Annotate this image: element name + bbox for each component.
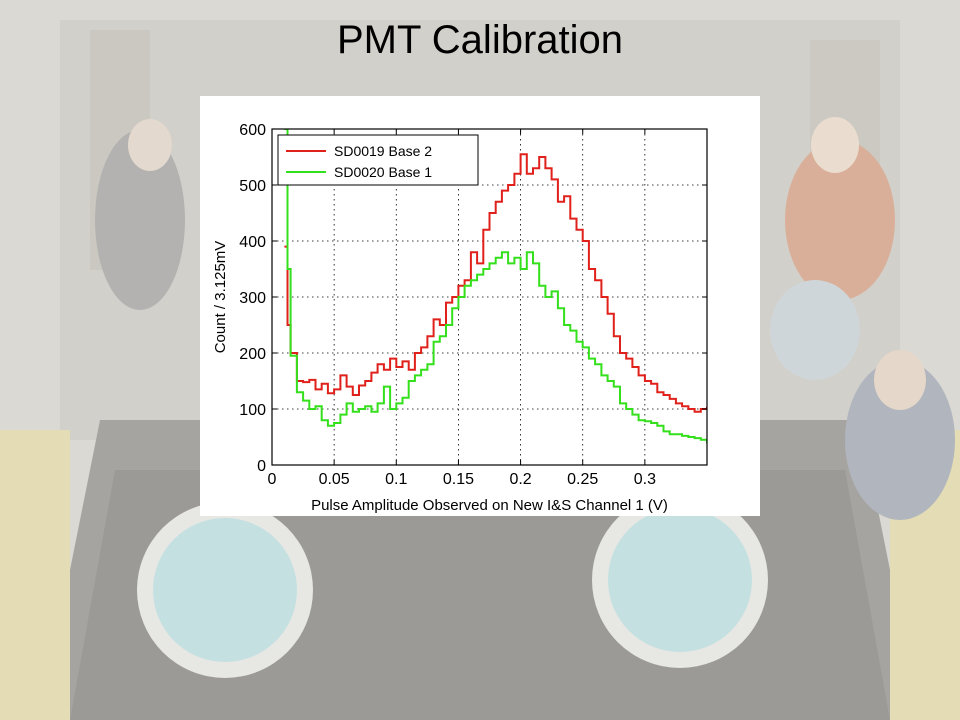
- legend-box: [277, 134, 479, 186]
- series-line-sd0019: [284, 153, 707, 413]
- y-tick-label: 600: [239, 122, 266, 139]
- calibration-chart: 0 100 200 300 400 500 600 0 0.05 0.1 0.15 0.2 0.25 0.…: [212, 122, 708, 514]
- photo-person-left: [95, 130, 185, 310]
- x-tick-label: 0.3: [634, 471, 656, 488]
- figure-panel: 0 100 200 300 400 500 600 0 0.05 0.1 0.15 0.2 0.25 0.…: [200, 96, 760, 516]
- photo-person-right-middle: [770, 280, 860, 380]
- y-tick-label: 300: [239, 290, 266, 307]
- x-tick-label: 0.15: [443, 471, 474, 488]
- y-tick-label: 100: [239, 402, 266, 419]
- legend: SD0019 Base 2 SD0020 Base 1: [277, 134, 479, 186]
- y-axis-label: Count / 3.125mV: [212, 241, 229, 354]
- x-tick-label: 0.25: [567, 471, 598, 488]
- y-tick-label: 400: [239, 234, 266, 251]
- photo-floor-left: [0, 430, 70, 720]
- photo-person-right-bottom-head: [874, 350, 926, 410]
- photo-window-left: [153, 518, 297, 662]
- x-axis-label: Pulse Amplitude Observed on New I&S Chan…: [311, 497, 668, 514]
- x-tick-label: 0.2: [509, 471, 531, 488]
- slide-title: PMT Calibration: [336, 18, 624, 62]
- x-tick-label: 0.1: [385, 471, 407, 488]
- series-line-sd0020: [284, 129, 707, 444]
- tick-layer: 0 100 200 300 400 500 600 0 0.05 0.1 0.15 0.2 0.25 0.…: [239, 122, 707, 488]
- y-tick-label: 200: [239, 346, 266, 363]
- x-tick-label: 0.05: [319, 471, 350, 488]
- photo-person-right-bottom: [845, 360, 955, 520]
- legend-entry-sd0019: SD0019 Base 2: [334, 143, 432, 159]
- photo-person-right-top: [785, 140, 895, 300]
- legend-entry-sd0020: SD0020 Base 1: [334, 164, 432, 180]
- x-tick-label: 0: [268, 471, 277, 488]
- photo-person-left-head: [128, 119, 172, 171]
- y-tick-label: 0: [257, 458, 266, 475]
- photo-person-right-top-head: [811, 117, 859, 173]
- photo-window-right: [608, 508, 752, 652]
- series-layer: [284, 129, 707, 444]
- y-tick-label: 500: [239, 178, 266, 195]
